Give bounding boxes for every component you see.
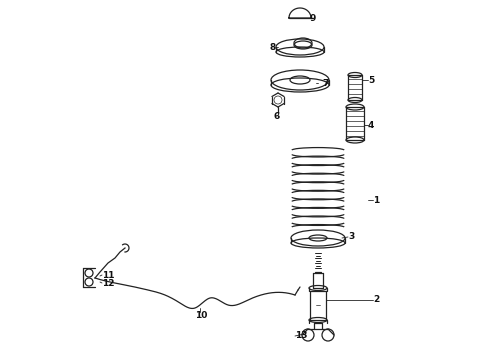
Text: 1: 1 — [373, 195, 379, 204]
Text: 9: 9 — [310, 14, 317, 23]
Text: 8: 8 — [270, 42, 276, 51]
Text: 10: 10 — [195, 311, 207, 320]
Text: 3: 3 — [348, 231, 354, 240]
Text: 5: 5 — [368, 76, 374, 85]
Text: 2: 2 — [373, 296, 379, 305]
Text: 7: 7 — [322, 78, 328, 87]
Text: 13: 13 — [295, 332, 308, 341]
Text: 4: 4 — [368, 121, 374, 130]
Text: 11: 11 — [102, 270, 115, 279]
Text: 6: 6 — [274, 112, 280, 121]
Text: 12: 12 — [102, 279, 115, 288]
